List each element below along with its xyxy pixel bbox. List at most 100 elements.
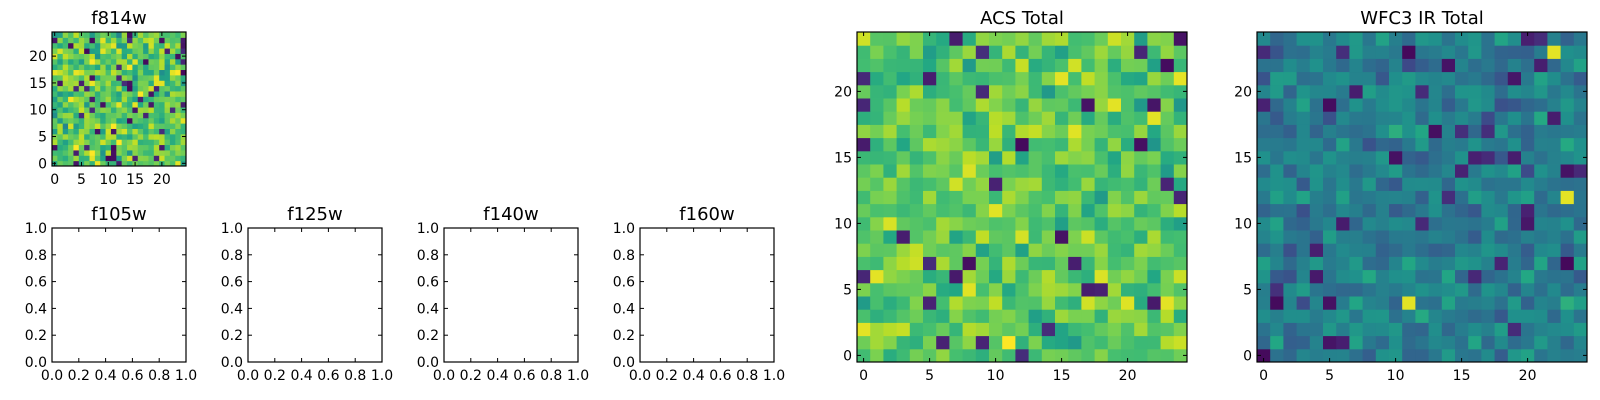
heatmap-cell [870,177,884,191]
x-tick-label: 0.4 [486,368,508,384]
heatmap-cell [62,128,69,135]
heatmap-cell [1160,137,1175,152]
heatmap-cell [949,296,964,310]
y-tick-label: 0.0 [221,355,243,371]
heatmap-cell [1481,32,1496,46]
heatmap-cell [137,58,144,65]
heatmap-cell [175,90,182,97]
heatmap-cell [1147,269,1162,284]
heatmap-cell [78,48,85,54]
heatmap-cell [105,85,112,92]
x-tick-label: 0.0 [629,368,651,384]
heatmap-cell [132,149,139,156]
heatmap-cell [909,164,924,178]
heatmap-cell [1494,230,1509,244]
heatmap-cell [148,133,155,140]
heatmap-cell [1441,269,1456,284]
heatmap-cell [1147,98,1162,112]
heatmap-cell [148,37,155,44]
heatmap-cell [1336,243,1350,257]
y-tick-label: 10 [29,103,47,119]
heatmap-cell [1323,71,1337,86]
heatmap-cell [1415,296,1430,310]
heatmap-cell [1507,32,1522,46]
heatmap-cell [1336,230,1350,244]
heatmap-cell [1121,32,1135,46]
heatmap-cell [1494,177,1509,191]
heatmap-cell [1173,71,1188,86]
heatmap-cell [923,84,937,99]
heatmap-cell [1494,137,1509,152]
heatmap-cell [121,42,128,49]
heatmap-cell [1402,269,1416,284]
heatmap-cell [137,123,144,129]
heatmap-cell [1534,256,1548,271]
heatmap-cell [73,48,80,54]
heatmap-cell [1134,203,1148,218]
heatmap-cell [1560,45,1575,59]
heatmap-cell [1389,58,1403,73]
heatmap-cell [1002,348,1016,363]
heatmap-cell [1028,58,1043,73]
heatmap-cell [1547,190,1562,205]
heatmap-cell [52,139,58,146]
heatmap-cell [1283,256,1298,271]
heatmap-cell [1041,111,1056,125]
heatmap-cell [121,58,128,65]
heatmap-cell [1015,84,1030,99]
heatmap-cell [923,269,937,284]
heatmap-cell [89,85,96,92]
heatmap-cell [1349,98,1364,112]
heatmap-cell [1257,309,1271,323]
heatmap-cell [68,149,74,156]
heatmap-cell [1121,84,1135,99]
heatmap-cell [1134,282,1148,297]
heatmap-cell [1349,137,1364,152]
heatmap-cell [116,117,123,124]
heatmap-cell [137,133,144,140]
heatmap-cell [1573,256,1588,271]
heatmap-cell [1428,137,1443,152]
heatmap-cell [1560,124,1575,139]
heatmap-cell [1468,45,1482,59]
heatmap-cell [1309,269,1324,284]
heatmap-cell [1041,58,1056,73]
heatmap-cell [1134,230,1148,244]
heatmap-cell [1521,111,1535,125]
heatmap-cell [1296,309,1311,323]
heatmap-cell [1160,256,1175,271]
heatmap-cell [1428,164,1443,178]
heatmap-cell [1336,58,1350,73]
heatmap-cell [73,58,80,65]
heatmap-cell [1415,282,1430,297]
heatmap-cell [116,144,123,151]
heatmap-cell [78,90,85,97]
heatmap-cell [949,203,964,218]
heatmap-cell [1081,177,1096,191]
heatmap-cell [989,58,1003,73]
heatmap-cell [62,80,69,87]
heatmap-cell [175,133,182,140]
heatmap-cell [1349,71,1364,86]
panel-title-f160w: f160w [679,204,734,225]
y-tick-label: 0.6 [417,275,439,291]
heatmap-cell [962,190,977,205]
heatmap-cell [1362,190,1377,205]
heatmap-cell [989,256,1003,271]
heatmap-cell [1521,309,1535,323]
heatmap-cell [1094,111,1109,125]
heatmap-cell [1455,348,1469,363]
heatmap-cell [1468,230,1482,244]
heatmap-cell [1134,216,1148,231]
x-tick-label: 0.2 [264,368,286,384]
heatmap-cell [169,112,176,119]
heatmap-cell [110,101,117,108]
heatmap-cell [936,216,950,231]
heatmap-cell [1041,84,1056,99]
heatmap-cell [62,85,69,92]
heatmap-cell [89,149,96,156]
heatmap-cell [1160,98,1175,112]
heatmap-cell [909,32,924,46]
heatmap-cell [116,74,123,81]
